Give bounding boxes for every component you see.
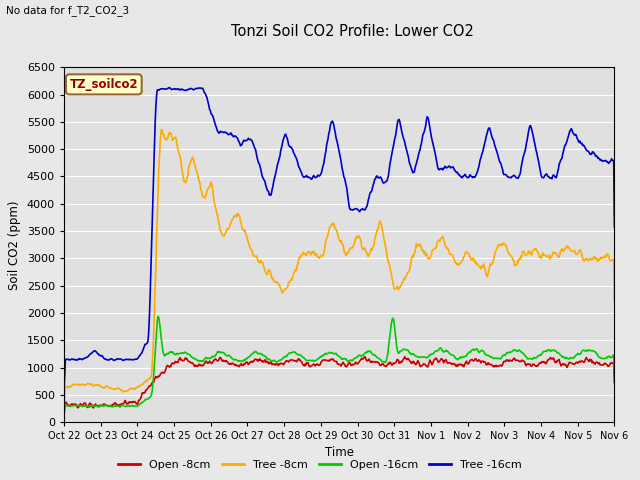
Legend: Open -8cm, Tree -8cm, Open -16cm, Tree -16cm: Open -8cm, Tree -8cm, Open -16cm, Tree -… [113,456,527,474]
Text: TZ_soilco2: TZ_soilco2 [70,78,138,91]
Text: No data for f_T2_CO2_3: No data for f_T2_CO2_3 [6,5,129,16]
Text: Tonzi Soil CO2 Profile: Lower CO2: Tonzi Soil CO2 Profile: Lower CO2 [230,24,474,39]
Y-axis label: Soil CO2 (ppm): Soil CO2 (ppm) [8,200,21,289]
X-axis label: Time: Time [324,445,354,458]
